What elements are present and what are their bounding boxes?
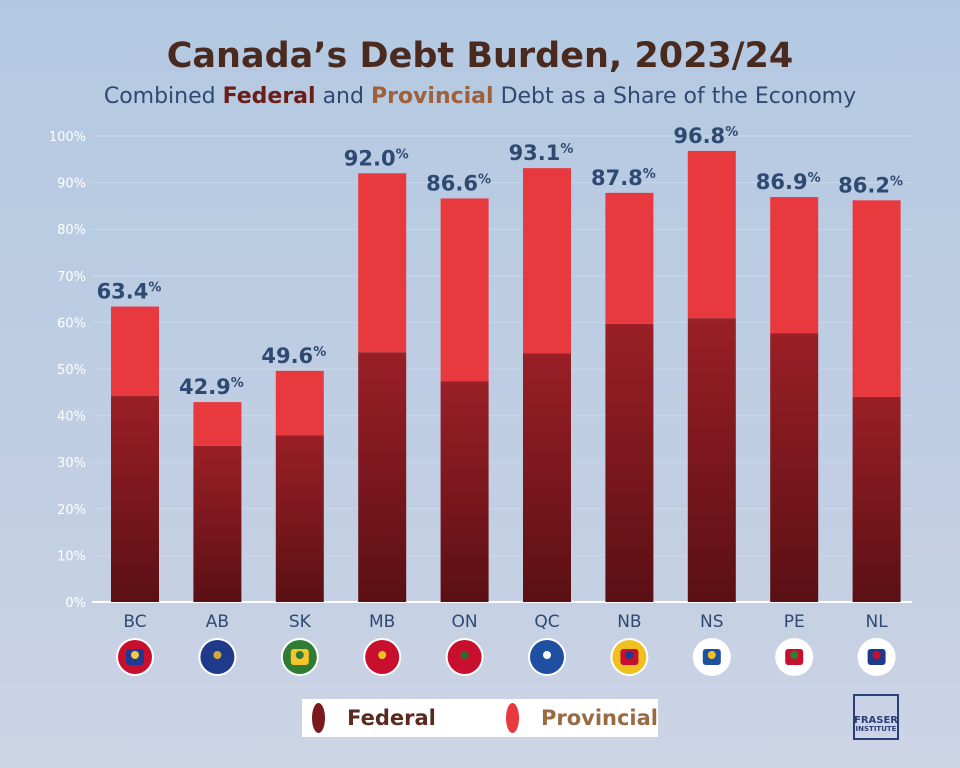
y-tick-label: 100% (49, 130, 86, 145)
bar-provincial-mb (358, 173, 407, 353)
legend-federal-label: Federal (347, 706, 436, 730)
bar-provincial-bc (111, 306, 159, 397)
fraser-institute-logo: FRASER INSTITUTE (853, 694, 899, 740)
subtitle-text: Debt as a Share of the Economy (493, 84, 857, 109)
bar-federal-nb (605, 323, 654, 602)
bar-provincial-qc (523, 168, 571, 354)
bar-federal-mb (358, 352, 407, 602)
bar-provincial-ab (193, 402, 242, 446)
subtitle-federal: Federal (222, 84, 316, 109)
logo-line1: FRASER (854, 715, 899, 727)
bar-provincial-pe (770, 197, 819, 334)
legend-federal-swatch (312, 703, 326, 733)
logo-line2: INSTITUTE (855, 725, 897, 734)
y-tick-label: 90% (57, 177, 86, 192)
chart-title: Canada’s Debt Burden, 2023/24 (166, 36, 794, 76)
subtitle-provincial: Provincial (370, 84, 494, 109)
x-tick-label-nb: NB (617, 612, 641, 632)
qc-flag-icon-detail (543, 651, 551, 659)
data-label-mb: 92.0% (344, 146, 409, 170)
y-tick-label: 80% (57, 223, 86, 238)
bar-federal-sk (275, 435, 324, 602)
y-tick-label: 60% (57, 316, 86, 331)
nb-flag-icon-detail (625, 651, 634, 659)
data-label-ab: 42.9% (179, 375, 244, 399)
ns-flag-icon-detail (707, 651, 716, 659)
ab-flag-icon-detail (213, 651, 222, 659)
y-tick-label: 70% (57, 270, 86, 285)
data-label-sk: 49.6% (261, 344, 326, 368)
data-label-ns: 96.8% (673, 124, 738, 148)
data-label-pe: 86.9% (756, 170, 821, 194)
bar-provincial-nl (852, 200, 901, 397)
bar-chart: 0% 10% 20% 30% 40% 50% 60% 70% 80% 90% 100% 63.4% BC… (49, 123, 912, 674)
y-tick-label: 30% (57, 456, 86, 471)
on-flag-icon-detail (460, 651, 469, 659)
data-label-on: 86.6% (426, 171, 491, 195)
bar-federal-bc (111, 396, 159, 602)
bar-federal-pe (770, 333, 819, 602)
x-tick-label-bc: BC (123, 612, 146, 632)
x-tick-label-pe: PE (784, 612, 805, 632)
data-label-bc: 63.4% (97, 280, 162, 304)
legend-provincial-label: Provincial (540, 706, 658, 730)
y-tick-label: 20% (57, 503, 86, 518)
nl-flag-icon-detail (872, 651, 881, 659)
bar-federal-on (440, 381, 489, 602)
bar-federal-qc (523, 353, 571, 602)
x-tick-label-mb: MB (369, 612, 395, 632)
pe-flag-icon-detail (790, 651, 799, 659)
x-tick-label-on: ON (452, 612, 478, 632)
legend: Federal Provincial (302, 699, 658, 737)
x-tick-label-nl: NL (865, 612, 888, 632)
bar-provincial-nb (605, 192, 654, 324)
legend-provincial-swatch (505, 703, 519, 733)
y-tick-label: 10% (57, 549, 86, 564)
y-tick-label: 40% (57, 410, 86, 425)
sk-flag-icon-detail (295, 651, 304, 659)
bar-federal-ns (687, 318, 736, 602)
subtitle-text: and (315, 84, 371, 109)
x-tick-label-ns: NS (700, 612, 724, 632)
y-tick-label: 0% (65, 596, 86, 611)
x-tick-label-sk: SK (289, 612, 312, 632)
data-label-nb: 87.8% (591, 166, 656, 190)
x-tick-label-ab: AB (206, 612, 229, 632)
bc-flag-icon-detail (131, 651, 139, 659)
data-label-qc: 93.1% (509, 141, 574, 165)
bar-provincial-ns (687, 150, 736, 319)
chart-subtitle: Combined Federal and Provincial Debt as … (0, 84, 960, 109)
subtitle-text: Combined (103, 84, 223, 109)
bar-federal-ab (193, 445, 242, 602)
data-label-nl: 86.2% (838, 173, 903, 197)
bar-provincial-sk (275, 370, 324, 436)
y-tick-label: 50% (57, 363, 86, 378)
bar-federal-nl (852, 396, 901, 602)
x-tick-label-qc: QC (534, 612, 559, 632)
bar-provincial-on (440, 198, 489, 382)
mb-flag-icon-detail (378, 651, 387, 659)
